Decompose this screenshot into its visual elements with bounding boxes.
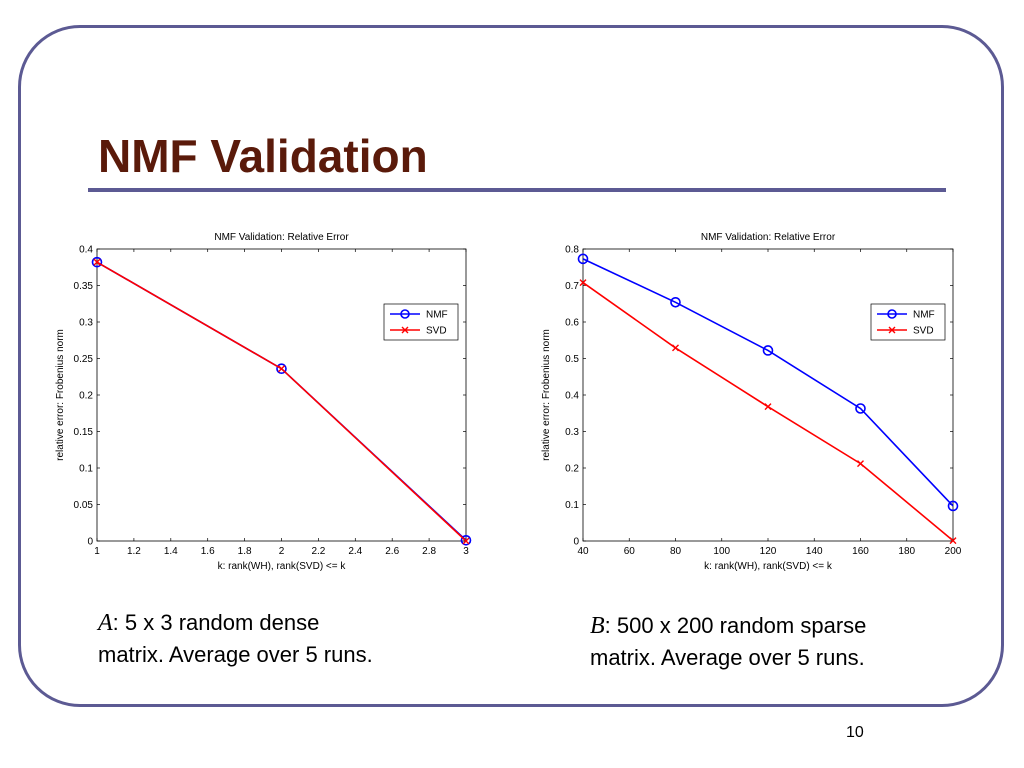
chart-a-ytick-label-2: 0.1 bbox=[79, 464, 93, 475]
chart-b-ytick-label-5: 0.5 bbox=[565, 354, 579, 365]
chart-b-point-nmf-2 bbox=[762, 345, 774, 356]
chart-a-ytick-label-7: 0.35 bbox=[74, 281, 94, 292]
chart-b-ytick-label-8: 0.8 bbox=[565, 245, 579, 256]
chart-a-xtick-label-9: 2.8 bbox=[422, 546, 436, 557]
chart-a-xtick-label-0: 1 bbox=[94, 546, 100, 557]
chart-a-xlabel: k: rank(WH), rank(SVD) <= k bbox=[218, 561, 347, 572]
chart-b-title: NMF Validation: Relative Error bbox=[701, 232, 836, 243]
chart-b-series-nmf-line bbox=[582, 258, 954, 507]
chart-b-xtick-label-5: 140 bbox=[806, 546, 823, 557]
chart-a-xtick-label-5: 2 bbox=[279, 546, 285, 557]
chart-b-point-nmf-4 bbox=[947, 500, 959, 512]
chart-b-point-nmf-3 bbox=[855, 403, 866, 414]
chart-a-point-svd-0 bbox=[93, 258, 101, 266]
chart-a-ytick-label-4: 0.2 bbox=[79, 391, 93, 402]
chart-b-xtick-label-3: 100 bbox=[713, 546, 730, 557]
chart-a-ytick-label-1: 0.05 bbox=[74, 500, 94, 511]
chart-b-xtick-label-1: 60 bbox=[624, 546, 636, 557]
caption-b-line2: matrix. Average over 5 runs. bbox=[590, 645, 865, 670]
chart-a-ytick-label-3: 0.15 bbox=[74, 427, 94, 438]
chart-a-point-nmf-2 bbox=[460, 534, 472, 546]
chart-a-point-svd-2 bbox=[462, 537, 470, 545]
chart-a-xtick-label-8: 2.6 bbox=[385, 546, 399, 557]
chart-b-xtick-label-7: 180 bbox=[898, 546, 915, 557]
chart-a-point-nmf-1 bbox=[276, 363, 287, 375]
chart-b-point-nmf-1 bbox=[670, 296, 681, 308]
chart-a-xtick-label-4: 1.8 bbox=[238, 546, 252, 557]
chart-a-ylabel: relative error: Frobenius norm bbox=[55, 329, 66, 461]
chart-b-ytick-label-7: 0.7 bbox=[565, 281, 579, 292]
chart-b-legend-marker-nmf bbox=[887, 309, 897, 319]
chart-b-point-svd-3 bbox=[857, 460, 864, 468]
chart-b-xtick-label-0: 40 bbox=[577, 546, 589, 557]
chart-a-xtick-label-6: 2.2 bbox=[311, 546, 325, 557]
chart-b-ytick-label-2: 0.2 bbox=[565, 464, 579, 475]
chart-a-xtick-label-7: 2.4 bbox=[348, 546, 362, 557]
chart-b-ytick-label-3: 0.3 bbox=[565, 427, 579, 438]
chart-a-xtick-label-3: 1.6 bbox=[201, 546, 215, 557]
chart-a-legend-label-nmf: NMF bbox=[426, 310, 448, 321]
chart-a-point-svd-1 bbox=[278, 365, 285, 373]
caption-a: A: 5 x 3 random dense matrix. Average ov… bbox=[98, 607, 373, 671]
chart-a-ytick-label-6: 0.3 bbox=[79, 318, 93, 329]
caption-b: B: 500 x 200 random sparse matrix. Avera… bbox=[590, 610, 866, 674]
chart-a-xtick-label-2: 1.4 bbox=[164, 546, 178, 557]
chart-b-point-nmf-0 bbox=[577, 253, 589, 265]
chart-b-point-svd-4 bbox=[949, 537, 957, 545]
chart-b-plot-area bbox=[582, 248, 954, 542]
chart-b-xtick-label-6: 160 bbox=[852, 546, 869, 557]
chart-a-xtick-label-1: 1.2 bbox=[127, 546, 141, 557]
chart-b-point-svd-0 bbox=[579, 279, 587, 287]
slide-title: NMF Validation bbox=[98, 130, 428, 182]
chart-b-legend-label-svd: SVD bbox=[913, 326, 934, 337]
chart-a-ytick-label-0: 0 bbox=[87, 537, 93, 548]
chart-b-xtick-label-8: 200 bbox=[945, 546, 962, 557]
chart-a-point-nmf-0 bbox=[91, 256, 103, 268]
chart-b-legend-label-nmf: NMF bbox=[913, 310, 935, 321]
chart-a-legend-box bbox=[383, 303, 459, 341]
chart-b-point-svd-1 bbox=[672, 344, 679, 352]
chart-b-ytick-label-1: 0.1 bbox=[565, 500, 579, 511]
chart-b-point-svd-2 bbox=[764, 403, 772, 411]
caption-a-line2: matrix. Average over 5 runs. bbox=[98, 642, 373, 667]
chart-b-ytick-label-6: 0.6 bbox=[565, 318, 579, 329]
title-divider bbox=[88, 188, 946, 192]
chart-b-ylabel: relative error: Frobenius norm bbox=[541, 329, 552, 461]
chart-b-ytick-label-4: 0.4 bbox=[565, 391, 579, 402]
slide-frame bbox=[18, 25, 1004, 707]
chart-a-title: NMF Validation: Relative Error bbox=[214, 232, 349, 243]
chart-a-ytick-label-5: 0.25 bbox=[74, 354, 94, 365]
caption-b-letter: B bbox=[590, 613, 605, 639]
chart-a-legend-marker-nmf bbox=[400, 309, 410, 319]
chart-b-legend-box bbox=[870, 303, 946, 341]
chart-b-ytick-label-0: 0 bbox=[573, 537, 579, 548]
chart-a-xtick-label-10: 3 bbox=[463, 546, 469, 557]
chart-a-ytick-label-8: 0.4 bbox=[79, 245, 93, 256]
chart-b-xtick-label-4: 120 bbox=[760, 546, 777, 557]
caption-a-text: : 5 x 3 random dense bbox=[112, 610, 320, 635]
page-number: 10 bbox=[846, 724, 864, 741]
caption-a-letter: A bbox=[98, 610, 113, 636]
chart-a-legend-marker-svd bbox=[401, 326, 409, 334]
chart-b-xtick-label-2: 80 bbox=[670, 546, 682, 557]
caption-b-text: : 500 x 200 random sparse bbox=[604, 613, 867, 638]
chart-b-legend-marker-svd bbox=[888, 326, 896, 334]
chart-a-legend-label-svd: SVD bbox=[426, 326, 447, 337]
chart-b-xlabel: k: rank(WH), rank(SVD) <= k bbox=[704, 561, 833, 572]
